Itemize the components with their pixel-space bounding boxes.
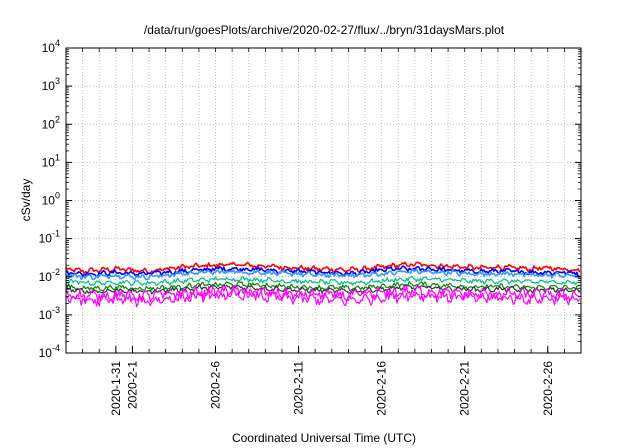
x-tick-label: 2020-2-1 — [125, 361, 139, 409]
series-line-6 — [65, 284, 580, 295]
y-tick-label: 100 — [42, 191, 60, 208]
y-tick-exponent: -3 — [52, 305, 60, 315]
y-tick-exponent: -1 — [52, 229, 60, 239]
y-tick-exponent: 2 — [55, 114, 60, 124]
x-axis-label: Coordinated Universal Time (UTC) — [232, 431, 416, 445]
x-tick-label: 2020-1-31 — [109, 361, 123, 416]
y-tick-exponent: 4 — [55, 38, 60, 48]
y-tick-exponent: 1 — [55, 152, 60, 162]
y-tick-label: 103 — [42, 76, 60, 93]
series-line-2 — [65, 265, 580, 278]
y-tick-exponent: -4 — [52, 343, 60, 353]
x-tick-labels: 2020-1-31 2020-2-1 2020-2-6 2020-2-11 2020-2… — [109, 361, 555, 416]
y-tick-exponent: 0 — [55, 191, 60, 201]
series-group — [65, 261, 581, 308]
y-tick-exponent: 3 — [55, 76, 60, 86]
y-tick-label: 10-1 — [39, 229, 60, 246]
ticks — [66, 47, 581, 354]
plot-frame — [65, 47, 582, 354]
chart-title: /data/run/goesPlots/archive/2020-02-27/f… — [144, 23, 505, 37]
y-tick-exponent: -2 — [52, 267, 60, 277]
x-tick-label: 2020-2-11 — [292, 361, 306, 415]
x-tick-label: 2020-2-6 — [209, 361, 223, 409]
y-tick-label: 102 — [42, 114, 60, 131]
y-tick-label: 10-2 — [39, 267, 60, 284]
x-tick-label: 2020-2-21 — [458, 361, 472, 416]
x-tick-label: 2020-2-16 — [375, 361, 389, 416]
y-tick-label: 104 — [42, 38, 60, 55]
y-tick-label: 10-3 — [39, 305, 60, 322]
y-tick-label: 101 — [42, 152, 60, 169]
x-tick-label: 2020-2-26 — [541, 361, 555, 416]
series-line-3 — [65, 268, 580, 281]
series-line-8 — [65, 288, 581, 308]
series-line-5 — [65, 281, 580, 292]
grid — [66, 48, 581, 353]
series-line-4 — [65, 275, 580, 287]
y-axis-label: cSv/day — [19, 179, 33, 222]
y-tick-label: 10-4 — [39, 343, 60, 360]
series-line-1 — [65, 261, 581, 275]
